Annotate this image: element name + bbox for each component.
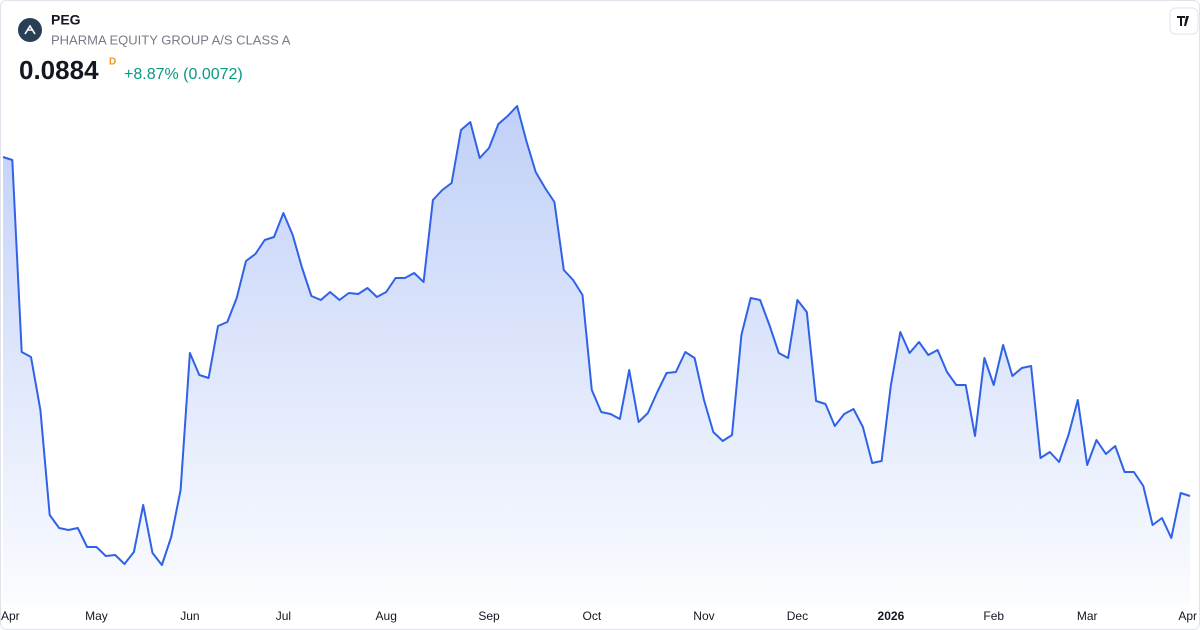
x-tick-label: Oct bbox=[582, 609, 601, 623]
x-tick-label: Apr bbox=[1, 609, 20, 623]
x-tick-label: Mar bbox=[1077, 609, 1098, 623]
plot: Apr May Jun Jul Aug Sep Oct Nov Dec 2026 Feb Mar Apr bbox=[1, 105, 1197, 623]
x-tick-label: 2026 bbox=[878, 609, 905, 623]
price-change: +8.87% (0.0072) bbox=[124, 66, 243, 83]
x-tick-label: Aug bbox=[376, 609, 397, 623]
area-fill bbox=[3, 106, 1190, 605]
x-tick-label: Apr bbox=[1178, 609, 1197, 623]
price-line bbox=[2, 105, 1191, 566]
x-tick-label: Nov bbox=[693, 609, 714, 623]
tv-logo-glyph bbox=[1177, 16, 1189, 26]
company-name: PHARMA EQUITY GROUP A/S CLASS A bbox=[51, 32, 291, 47]
x-tick-label: Sep bbox=[478, 609, 500, 623]
x-tick-label: Dec bbox=[787, 609, 808, 623]
x-tick-label: May bbox=[85, 609, 108, 623]
tv-logo[interactable] bbox=[1169, 7, 1199, 35]
price-flag: D bbox=[109, 57, 116, 68]
x-tick-label: Jun bbox=[180, 609, 199, 623]
logo-glyph bbox=[24, 24, 36, 35]
x-tick-label: Feb bbox=[983, 609, 1004, 623]
symbol: PEG bbox=[51, 12, 81, 28]
price: 0.0884 bbox=[19, 55, 99, 85]
x-tick-label: Jul bbox=[276, 609, 291, 623]
